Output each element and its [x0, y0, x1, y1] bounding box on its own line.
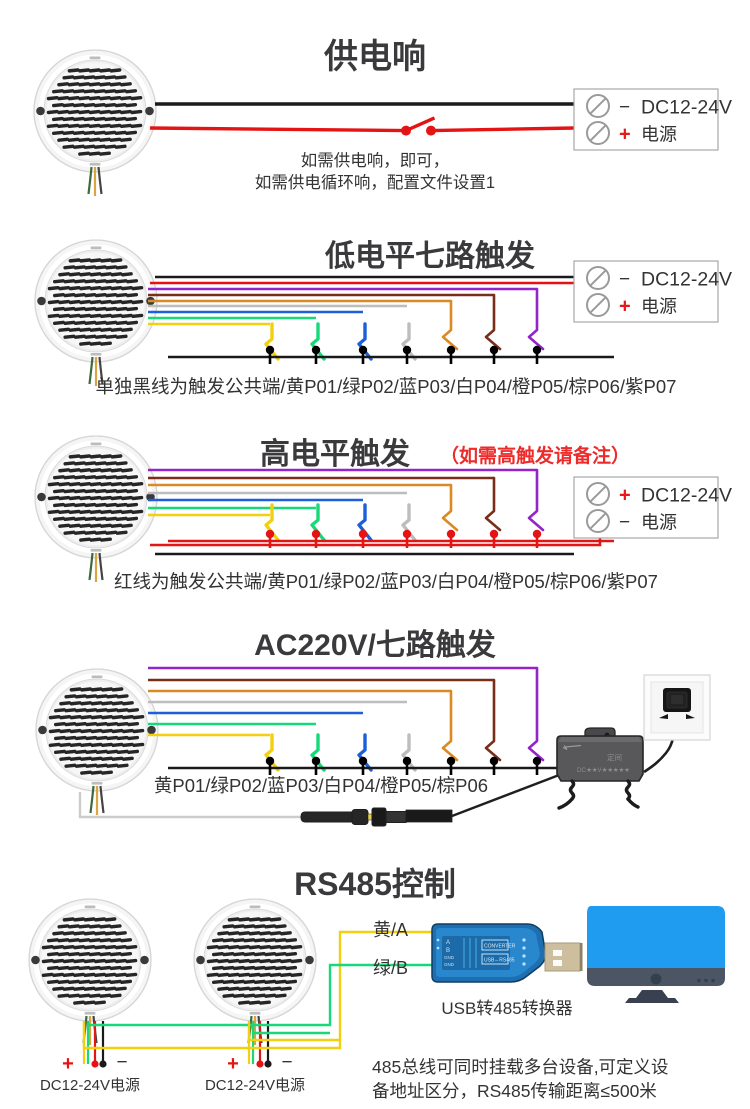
svg-text:AC220V/七路触发: AC220V/七路触发 [254, 629, 496, 662]
svg-text:−: − [281, 1052, 292, 1073]
svg-text:黄/A: 黄/A [373, 920, 408, 940]
svg-text:备地址区分，RS485传输距离≤500米: 备地址区分，RS485传输距离≤500米 [372, 1081, 657, 1101]
svg-text:（如需高触发请备注）: （如需高触发请备注） [440, 444, 630, 467]
svg-text:RS485控制: RS485控制 [294, 866, 456, 902]
svg-text:DC12-24V电源: DC12-24V电源 [205, 1077, 305, 1094]
svg-text:+: + [62, 1053, 74, 1075]
svg-text:单独黑线为触发公共端/黄P01/绿P02/蓝P03/白P04: 单独黑线为触发公共端/黄P01/绿P02/蓝P03/白P04/橙P05/棕P06… [96, 376, 677, 397]
svg-text:黄P01/绿P02/蓝P03/白P04/橙P05/棕P06: 黄P01/绿P02/蓝P03/白P04/橙P05/棕P06 [154, 775, 488, 796]
svg-text:供电响: 供电响 [323, 38, 426, 76]
svg-text:红线为触发公共端/黄P01/绿P02/蓝P03/白P04/橙: 红线为触发公共端/黄P01/绿P02/蓝P03/白P04/橙P05/棕P06/紫… [114, 571, 658, 592]
svg-text:绿/B: 绿/B [373, 958, 408, 978]
svg-text:USB转485转换器: USB转485转换器 [441, 999, 572, 1018]
svg-text:+: + [227, 1053, 239, 1075]
svg-text:−: − [116, 1052, 127, 1073]
svg-text:如需供电响，即可，: 如需供电响，即可， [301, 151, 450, 170]
svg-text:DC12-24V电源: DC12-24V电源 [40, 1077, 140, 1094]
svg-text:低电平七路触发: 低电平七路触发 [324, 240, 535, 273]
svg-text:高电平触发: 高电平触发 [260, 438, 410, 471]
svg-text:485总线可同时挂载多台设备,可定义设: 485总线可同时挂载多台设备,可定义设 [372, 1057, 669, 1077]
svg-text:如需供电循环响，配置文件设置1: 如需供电循环响，配置文件设置1 [255, 173, 495, 192]
